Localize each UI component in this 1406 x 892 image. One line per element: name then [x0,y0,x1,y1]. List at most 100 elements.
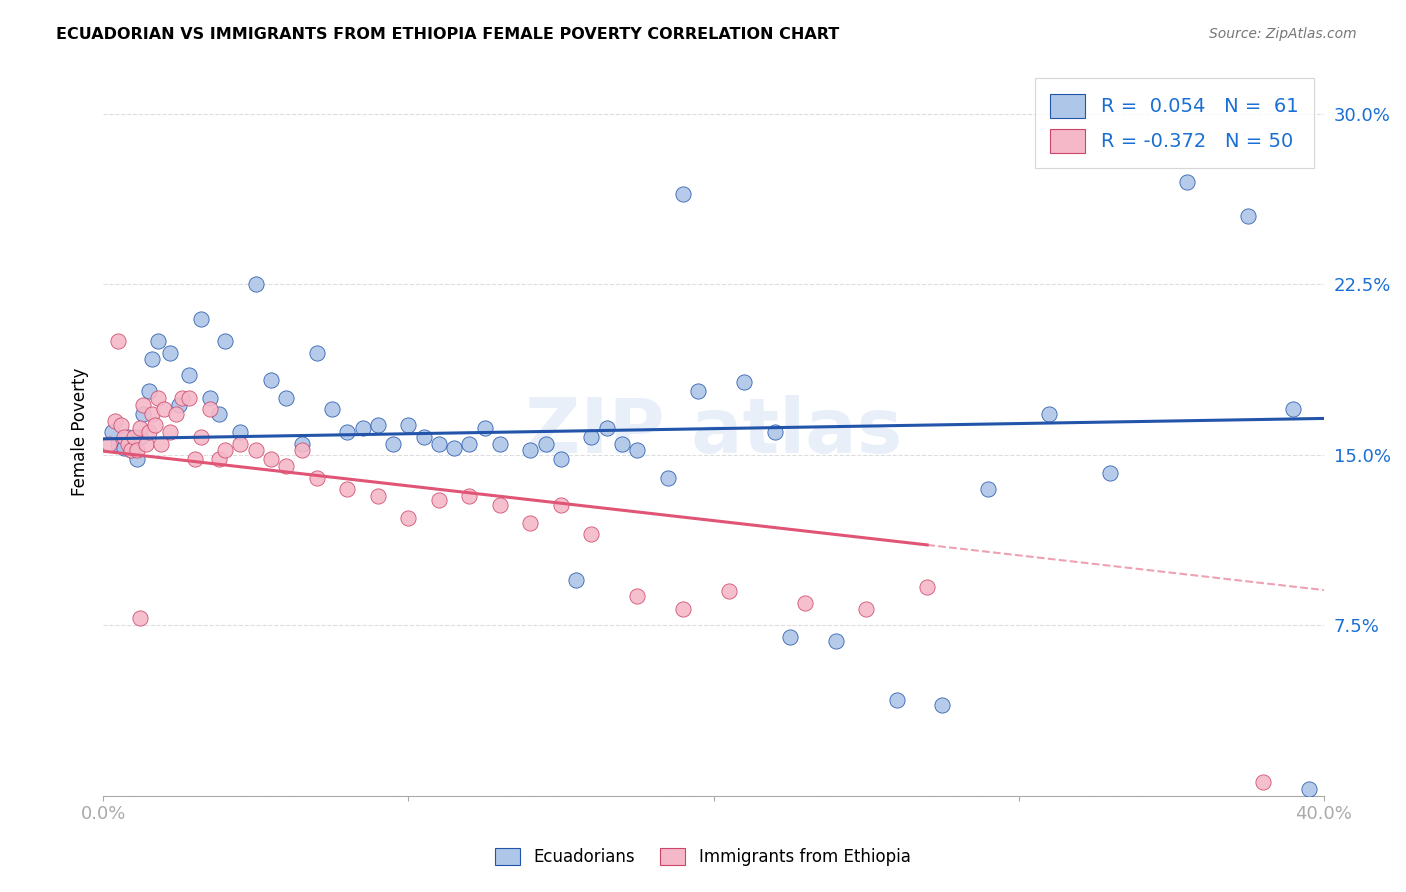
Point [305,345,328,359]
Point [183,452,205,467]
Point [229,425,252,439]
Point [931,698,953,712]
Point [886,693,908,707]
Point [146,391,169,405]
Point [489,498,512,512]
Point [120,443,142,458]
Point [276,391,298,405]
Point [132,407,155,421]
Point [146,334,169,349]
Point [177,368,200,383]
Point [717,584,740,599]
Legend: R =  0.054   N =  61, R = -0.372   N = 50: R = 0.054 N = 61, R = -0.372 N = 50 [1035,78,1315,169]
Point [672,186,695,201]
Point [626,443,648,458]
Point [141,407,163,421]
Point [1038,407,1060,421]
Point [245,277,267,292]
Text: Source: ZipAtlas.com: Source: ZipAtlas.com [1209,27,1357,41]
Point [114,430,136,444]
Point [117,430,139,444]
Point [581,430,603,444]
Point [733,375,755,389]
Point [336,482,359,496]
Point [125,443,148,458]
Point [260,452,283,467]
Legend: Ecuadorians, Immigrants from Ethiopia: Ecuadorians, Immigrants from Ethiopia [486,840,920,875]
Point [107,334,129,349]
Point [458,489,481,503]
Point [1282,402,1305,417]
Point [101,425,124,439]
Point [114,441,136,455]
Point [519,516,541,530]
Point [1251,775,1274,789]
Point [150,436,173,450]
Point [977,482,1000,496]
Point [427,493,450,508]
Point [107,436,129,450]
Point [763,425,786,439]
Point [412,430,434,444]
Point [672,602,695,616]
Point [915,580,938,594]
Point [122,436,145,450]
Point [159,345,181,359]
Point [688,384,710,399]
Point [305,470,328,484]
Point [128,611,150,625]
Point [321,402,343,417]
Point [135,436,157,450]
Y-axis label: Female Poverty: Female Poverty [72,368,89,496]
Point [565,573,588,587]
Point [824,634,846,648]
Point [581,527,603,541]
Point [260,373,283,387]
Point [128,420,150,434]
Point [396,418,419,433]
Point [245,443,267,458]
Point [855,602,877,616]
Point [1236,209,1258,223]
Point [458,436,481,450]
Point [1175,175,1198,189]
Point [169,398,191,412]
Point [779,630,801,644]
Point [489,436,512,450]
Point [128,430,150,444]
Point [550,452,572,467]
Point [290,436,312,450]
Point [367,489,389,503]
Point [794,596,817,610]
Point [117,436,139,450]
Point [172,391,194,405]
Point [214,334,236,349]
Point [474,420,496,434]
Point [443,441,465,455]
Point [165,407,187,421]
Point [153,402,176,417]
Point [367,418,389,433]
Point [519,443,541,458]
Point [141,352,163,367]
Text: ZIP atlas: ZIP atlas [524,395,903,469]
Point [276,459,298,474]
Point [596,420,619,434]
Point [110,418,132,433]
Point [104,414,127,428]
Point [159,425,181,439]
Point [190,311,212,326]
Point [427,436,450,450]
Point [550,498,572,512]
Point [198,391,221,405]
Point [138,384,160,399]
Point [122,430,145,444]
Text: ECUADORIAN VS IMMIGRANTS FROM ETHIOPIA FEMALE POVERTY CORRELATION CHART: ECUADORIAN VS IMMIGRANTS FROM ETHIOPIA F… [56,27,839,42]
Point [336,425,359,439]
Point [229,436,252,450]
Point [290,443,312,458]
Point [138,425,160,439]
Point [396,511,419,525]
Point [208,407,231,421]
Point [98,436,121,450]
